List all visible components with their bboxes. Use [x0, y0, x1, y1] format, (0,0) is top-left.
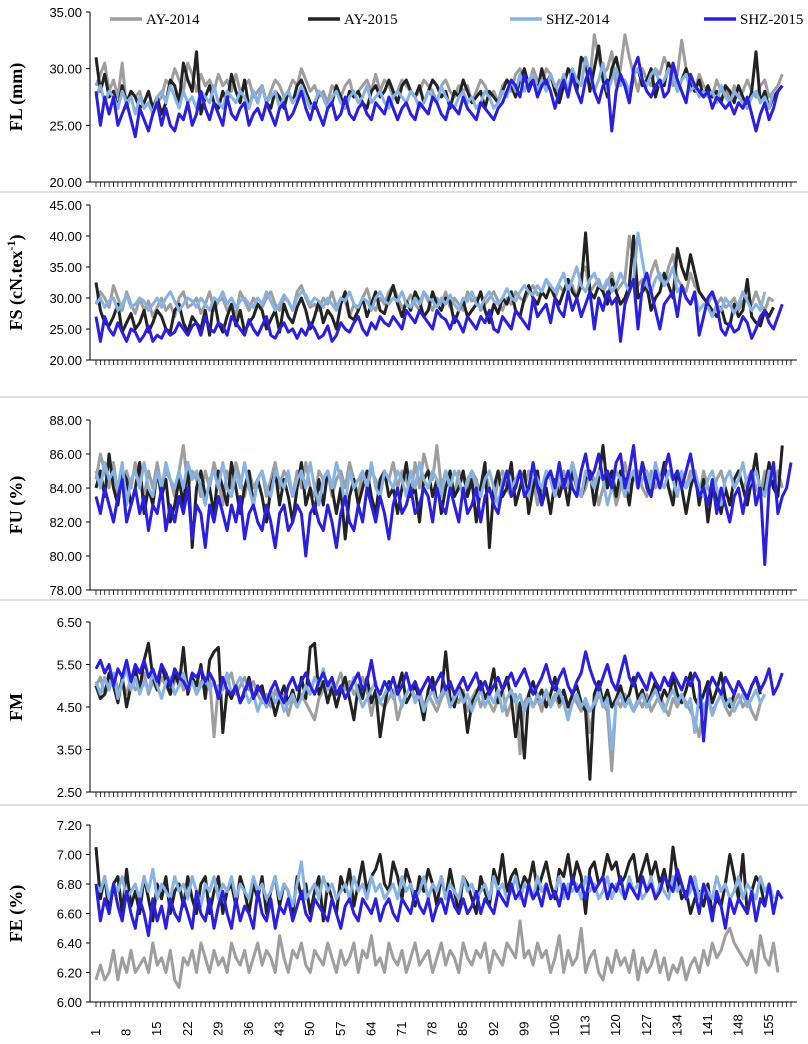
x-tick-label: 127 — [639, 1014, 654, 1036]
y-tick-label: 20.00 — [49, 353, 82, 368]
chart-panel: 78.00 80.00 82.00 84.00 86.00 88.00 FU (%) — [6, 413, 797, 598]
x-tick-label: 148 — [731, 1014, 746, 1036]
y-tick-label: 7.20 — [57, 818, 82, 833]
series-line-ay-2015 — [94, 845, 767, 923]
x-tick-label: 50 — [302, 1022, 317, 1036]
y-tick-label: 6.80 — [57, 877, 82, 892]
y-tick-label: 6.50 — [57, 615, 82, 630]
y-tick-label: 80.00 — [49, 549, 82, 564]
y-tick-label: 5.50 — [57, 658, 82, 673]
chart-panel: 2.50 3.50 4.50 5.50 6.50 FM — [6, 615, 797, 800]
x-tick-label: 43 — [272, 1022, 287, 1036]
legend-label: AY-2014 — [146, 12, 200, 28]
x-tick-label: 29 — [210, 1022, 225, 1036]
x-tick-label: 134 — [669, 1014, 684, 1036]
y-tick-label: 88.00 — [49, 413, 82, 428]
y-tick-label: 20.00 — [49, 175, 82, 190]
legend-label: SHZ-2014 — [546, 12, 610, 28]
y-tick-label: 78.00 — [49, 583, 82, 598]
series-line-shz-2015 — [94, 867, 784, 938]
x-tick-label: 22 — [180, 1022, 195, 1036]
x-tick-label: 92 — [486, 1022, 501, 1036]
x-tick-label: 15 — [149, 1022, 164, 1036]
y-tick-label: 30.00 — [49, 291, 82, 306]
series-line-shz-2015 — [94, 271, 784, 343]
x-tick-label: 64 — [363, 1022, 378, 1036]
series-line-ay-2015 — [94, 231, 775, 337]
y-axis-label: FM — [6, 693, 26, 721]
y-axis-label-tail: ) — [6, 235, 27, 241]
series-line-shz-2015 — [94, 55, 784, 139]
y-axis-label: FU (%) — [6, 476, 27, 534]
x-tick-label: 120 — [608, 1014, 623, 1036]
legend: AY-2014 AY-2015 SHZ-2014 SHZ-2015 — [110, 12, 803, 28]
y-axis-label: FS (cN.tex-1) — [4, 235, 27, 331]
x-tick-label: 36 — [241, 1022, 256, 1036]
series-line-ay-2015 — [94, 641, 762, 781]
legend-item: SHZ-2014 — [510, 12, 610, 28]
y-tick-label: 35.00 — [49, 260, 82, 275]
x-tick-label: 85 — [455, 1022, 470, 1036]
series-line-shz-2015 — [94, 650, 784, 743]
y-tick-label: 35.00 — [49, 5, 82, 20]
y-tick-label: 86.00 — [49, 447, 82, 462]
legend-label: AY-2015 — [344, 12, 398, 28]
series-line-shz-2014 — [94, 231, 767, 319]
legend-item: SHZ-2015 — [704, 12, 803, 28]
y-tick-label: 82.00 — [49, 515, 82, 530]
x-tick-label: 8 — [119, 1029, 134, 1036]
y-tick-label: 2.50 — [57, 785, 82, 800]
y-axis-label: FL (mm) — [6, 63, 27, 131]
y-axis-label-exponent: -1 — [4, 241, 18, 251]
y-tick-label: 6.00 — [57, 995, 82, 1010]
y-tick-label: 40.00 — [49, 229, 82, 244]
series-line-shz-2015 — [94, 444, 793, 566]
chart-panel: 20.00 25.00 30.00 35.00 40.00 45.00 FS (cN.tex… — [4, 198, 797, 368]
legend-item: AY-2015 — [308, 12, 398, 28]
y-tick-label: 6.40 — [57, 936, 82, 951]
x-tick-label: 71 — [394, 1022, 409, 1036]
panels: 20.00 25.00 30.00 35.00 FL (mm) 20.00 25.00 30.… — [0, 5, 808, 1036]
x-tick-label: 113 — [578, 1015, 593, 1036]
y-tick-label: 30.00 — [49, 62, 82, 77]
x-tick-label: 57 — [333, 1022, 348, 1036]
x-tick-label: 99 — [516, 1022, 531, 1036]
y-tick-label: 25.00 — [49, 118, 82, 133]
legend-label: SHZ-2015 — [740, 12, 803, 28]
y-tick-label: 84.00 — [49, 481, 82, 496]
chart-panel: 6.00 6.20 6.40 6.60 6.80 7.00 7.20 FE (%) — [6, 818, 797, 1010]
y-tick-label: 4.50 — [57, 700, 82, 715]
legend-item: AY-2014 — [110, 12, 200, 28]
chart-panel: 20.00 25.00 30.00 35.00 FL (mm) — [6, 5, 797, 190]
y-tick-label: 6.60 — [57, 907, 82, 922]
series-line-shz-2014 — [94, 667, 767, 751]
y-axis-label: FE (%) — [6, 885, 27, 943]
y-tick-label: 45.00 — [49, 198, 82, 213]
x-tick-label: 1 — [88, 1029, 103, 1036]
x-tick-label: 155 — [761, 1014, 776, 1036]
x-tick-labels: 1 8 15 22 29 36 43 50 57 64 71 78 85 92 99 106 113 120 127… — [88, 1014, 776, 1036]
y-tick-label: 6.20 — [57, 966, 82, 981]
y-tick-label: 7.00 — [57, 848, 82, 863]
y-tick-label: 25.00 — [49, 322, 82, 337]
x-tick-label: 106 — [547, 1014, 562, 1036]
x-tick-label: 78 — [425, 1022, 440, 1036]
y-tick-label: 3.50 — [57, 743, 82, 758]
series-line-ay-2014 — [94, 919, 780, 989]
x-tick-label: 141 — [700, 1014, 715, 1036]
